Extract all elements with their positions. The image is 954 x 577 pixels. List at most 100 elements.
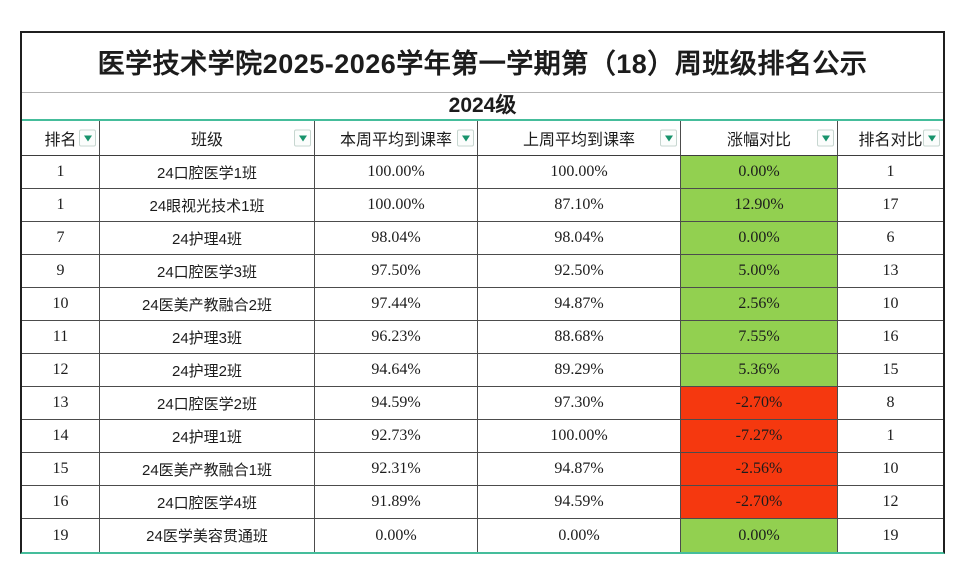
last-week-rate-cell[interactable]: 94.87%	[478, 288, 681, 321]
rank-compare-cell[interactable]: 12	[838, 486, 943, 519]
last-week-rate-cell[interactable]: 88.68%	[478, 321, 681, 354]
last-week-rate-cell[interactable]: 98.04%	[478, 222, 681, 255]
sheet-title: 医学技术学院2025-2026学年第一学期第（18）周班级排名公示	[22, 33, 943, 93]
rank-compare-cell[interactable]: 6	[838, 222, 943, 255]
chevron-down-icon	[927, 135, 936, 141]
ranking-table: 医学技术学院2025-2026学年第一学期第（18）周班级排名公示 2024级 …	[20, 31, 945, 554]
chevron-down-icon	[461, 135, 470, 141]
rank-compare-cell[interactable]: 17	[838, 189, 943, 222]
column-header-class-label: 班级	[190, 132, 223, 149]
column-header-change: 涨幅对比	[681, 121, 838, 156]
class-name-cell[interactable]: 24口腔医学4班	[100, 486, 315, 519]
class-name-cell[interactable]: 24护理4班	[100, 222, 315, 255]
rank-cell[interactable]: 14	[22, 420, 100, 453]
column-header-rank-compare-label: 排名对比	[858, 132, 923, 149]
rank-cell[interactable]: 7	[22, 222, 100, 255]
last-week-rate-cell[interactable]: 100.00%	[478, 156, 681, 189]
this-week-rate-cell[interactable]: 100.00%	[315, 156, 478, 189]
chevron-down-icon	[664, 135, 673, 141]
filter-button-class[interactable]	[294, 129, 311, 147]
class-name-cell[interactable]: 24护理2班	[100, 354, 315, 387]
this-week-rate-cell[interactable]: 92.73%	[315, 420, 478, 453]
chevron-down-icon	[821, 135, 830, 141]
rank-compare-cell[interactable]: 10	[838, 288, 943, 321]
class-name-cell[interactable]: 24医学美容贯通班	[100, 519, 315, 552]
column-header-rank-label: 排名	[44, 132, 77, 149]
chevron-down-icon	[298, 135, 307, 141]
this-week-rate-cell[interactable]: 98.04%	[315, 222, 478, 255]
rank-cell[interactable]: 10	[22, 288, 100, 321]
change-cell[interactable]: 12.90%	[681, 189, 838, 222]
column-header-last-week-rate-label: 上周平均到课率	[522, 132, 635, 149]
change-cell[interactable]: 5.36%	[681, 354, 838, 387]
last-week-rate-cell[interactable]: 89.29%	[478, 354, 681, 387]
filter-button-change[interactable]	[817, 129, 834, 147]
rank-compare-cell[interactable]: 15	[838, 354, 943, 387]
this-week-rate-cell[interactable]: 92.31%	[315, 453, 478, 486]
class-name-cell[interactable]: 24护理3班	[100, 321, 315, 354]
last-week-rate-cell[interactable]: 97.30%	[478, 387, 681, 420]
grade-subtitle: 2024级	[22, 93, 943, 121]
table-body: 1 24口腔医学1班 100.00% 100.00% 0.00% 1 1 24眼…	[22, 156, 943, 552]
rank-compare-cell[interactable]: 1	[838, 156, 943, 189]
column-header-rank-compare: 排名对比	[838, 121, 943, 156]
change-cell[interactable]: 0.00%	[681, 156, 838, 189]
class-name-cell[interactable]: 24医美产教融合2班	[100, 288, 315, 321]
this-week-rate-cell[interactable]: 100.00%	[315, 189, 478, 222]
this-week-rate-cell[interactable]: 91.89%	[315, 486, 478, 519]
column-header-rank: 排名	[22, 121, 100, 156]
rank-compare-cell[interactable]: 8	[838, 387, 943, 420]
class-name-cell[interactable]: 24口腔医学1班	[100, 156, 315, 189]
class-name-cell[interactable]: 24护理1班	[100, 420, 315, 453]
this-week-rate-cell[interactable]: 0.00%	[315, 519, 478, 552]
change-cell[interactable]: -7.27%	[681, 420, 838, 453]
last-week-rate-cell[interactable]: 87.10%	[478, 189, 681, 222]
class-name-cell[interactable]: 24口腔医学3班	[100, 255, 315, 288]
column-header-this-week-rate: 本周平均到课率	[315, 121, 478, 156]
column-header-last-week-rate: 上周平均到课率	[478, 121, 681, 156]
change-cell[interactable]: 0.00%	[681, 519, 838, 552]
rank-cell[interactable]: 1	[22, 156, 100, 189]
last-week-rate-cell[interactable]: 94.87%	[478, 453, 681, 486]
this-week-rate-cell[interactable]: 94.59%	[315, 387, 478, 420]
rank-cell[interactable]: 15	[22, 453, 100, 486]
last-week-rate-cell[interactable]: 92.50%	[478, 255, 681, 288]
this-week-rate-cell[interactable]: 97.50%	[315, 255, 478, 288]
rank-cell[interactable]: 13	[22, 387, 100, 420]
rank-compare-cell[interactable]: 16	[838, 321, 943, 354]
rank-cell[interactable]: 11	[22, 321, 100, 354]
last-week-rate-cell[interactable]: 100.00%	[478, 420, 681, 453]
rank-cell[interactable]: 16	[22, 486, 100, 519]
last-week-rate-cell[interactable]: 0.00%	[478, 519, 681, 552]
this-week-rate-cell[interactable]: 96.23%	[315, 321, 478, 354]
filter-button-this-week-rate[interactable]	[457, 129, 474, 147]
column-header-this-week-rate-label: 本周平均到课率	[339, 132, 452, 149]
rank-compare-cell[interactable]: 10	[838, 453, 943, 486]
this-week-rate-cell[interactable]: 94.64%	[315, 354, 478, 387]
column-header-class: 班级	[100, 121, 315, 156]
filter-button-rank-compare[interactable]	[923, 129, 940, 147]
class-name-cell[interactable]: 24眼视光技术1班	[100, 189, 315, 222]
rank-compare-cell[interactable]: 19	[838, 519, 943, 552]
this-week-rate-cell[interactable]: 97.44%	[315, 288, 478, 321]
change-cell[interactable]: -2.70%	[681, 486, 838, 519]
rank-cell[interactable]: 12	[22, 354, 100, 387]
rank-compare-cell[interactable]: 1	[838, 420, 943, 453]
change-cell[interactable]: 2.56%	[681, 288, 838, 321]
last-week-rate-cell[interactable]: 94.59%	[478, 486, 681, 519]
rank-compare-cell[interactable]: 13	[838, 255, 943, 288]
change-cell[interactable]: 5.00%	[681, 255, 838, 288]
change-cell[interactable]: -2.70%	[681, 387, 838, 420]
filter-button-last-week-rate[interactable]	[660, 129, 677, 147]
chevron-down-icon	[83, 135, 92, 141]
rank-cell[interactable]: 19	[22, 519, 100, 552]
rank-cell[interactable]: 1	[22, 189, 100, 222]
rank-cell[interactable]: 9	[22, 255, 100, 288]
change-cell[interactable]: -2.56%	[681, 453, 838, 486]
class-name-cell[interactable]: 24口腔医学2班	[100, 387, 315, 420]
change-cell[interactable]: 0.00%	[681, 222, 838, 255]
filter-button-rank[interactable]	[79, 129, 96, 147]
class-name-cell[interactable]: 24医美产教融合1班	[100, 453, 315, 486]
change-cell[interactable]: 7.55%	[681, 321, 838, 354]
